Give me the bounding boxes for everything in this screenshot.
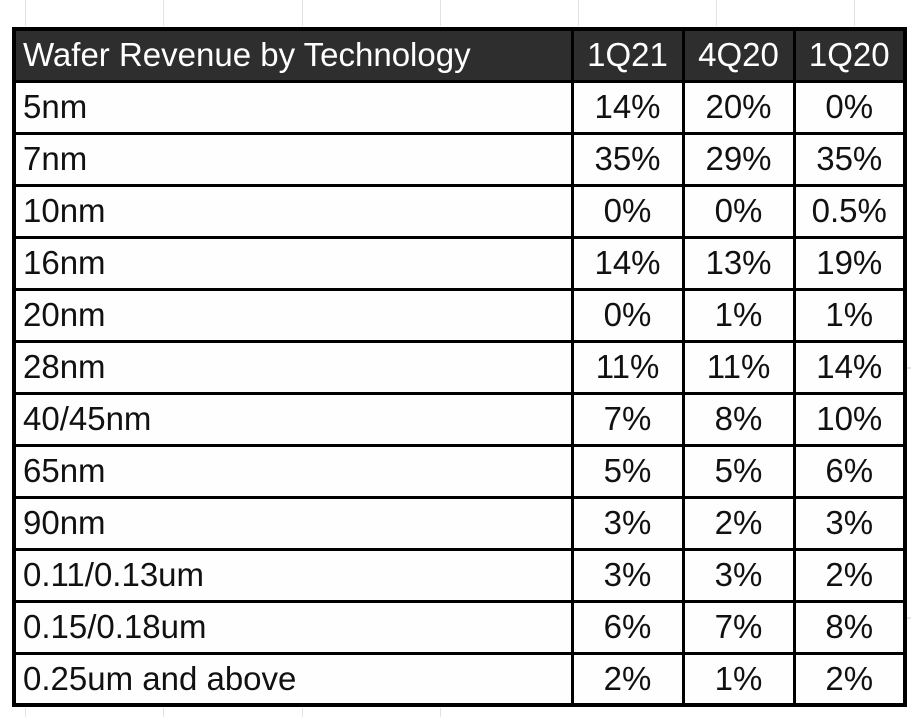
table-row: 5nm 14% 20% 0% <box>12 79 907 135</box>
row-label: 0.25um and above <box>12 651 574 707</box>
column-header-4q20: 4Q20 <box>681 27 796 83</box>
artifact-gridline <box>25 0 26 26</box>
row-label: 65nm <box>12 443 574 499</box>
table-row: 20nm 0% 1% 1% <box>12 287 907 343</box>
artifact-gridline <box>302 0 303 26</box>
table-row: 90nm 3% 2% 3% <box>12 495 907 551</box>
value-cell: 2% <box>792 547 907 603</box>
table-row: 7nm 35% 29% 35% <box>12 131 907 187</box>
table-row: 10nm 0% 0% 0.5% <box>12 183 907 239</box>
value-cell: 8% <box>681 391 796 447</box>
value-cell: 1% <box>792 287 907 343</box>
artifact-gridline <box>904 367 911 369</box>
artifact-gridline <box>904 617 911 619</box>
value-cell: 20% <box>681 79 796 135</box>
table-row: 0.15/0.18um 6% 7% 8% <box>12 599 907 655</box>
value-cell: 11% <box>681 339 796 395</box>
header-row: Wafer Revenue by Technology 1Q21 4Q20 1Q… <box>12 27 907 83</box>
table-row: 65nm 5% 5% 6% <box>12 443 907 499</box>
wafer-revenue-table: Wafer Revenue by Technology 1Q21 4Q20 1Q… <box>12 27 907 707</box>
value-cell: 7% <box>570 391 685 447</box>
row-label: 40/45nm <box>12 391 574 447</box>
row-label: 90nm <box>12 495 574 551</box>
value-cell: 7% <box>681 599 796 655</box>
row-label: 0.11/0.13um <box>12 547 574 603</box>
value-cell: 1% <box>681 651 796 707</box>
value-cell: 35% <box>570 131 685 187</box>
value-cell: 0.5% <box>792 183 907 239</box>
value-cell: 2% <box>570 651 685 707</box>
artifact-gridline <box>440 0 441 26</box>
value-cell: 3% <box>792 495 907 551</box>
value-cell: 14% <box>570 79 685 135</box>
value-cell: 35% <box>792 131 907 187</box>
table-row: 40/45nm 7% 8% 10% <box>12 391 907 447</box>
table-body: 5nm 14% 20% 0% 7nm 35% 29% 35% 10nm 0% 0% 0.5% 16nm 1… <box>12 79 907 707</box>
artifact-tick <box>163 708 164 717</box>
row-label: 5nm <box>12 79 574 135</box>
row-label: 28nm <box>12 339 574 395</box>
value-cell: 19% <box>792 235 907 291</box>
value-cell: 13% <box>681 235 796 291</box>
artifact-gridline <box>578 0 579 26</box>
artifact-tick <box>440 708 441 717</box>
value-cell: 0% <box>570 287 685 343</box>
value-cell: 2% <box>681 495 796 551</box>
value-cell: 6% <box>792 443 907 499</box>
column-header-1q21: 1Q21 <box>570 27 685 83</box>
value-cell: 8% <box>792 599 907 655</box>
table-row: 28nm 11% 11% 14% <box>12 339 907 395</box>
row-label: 20nm <box>12 287 574 343</box>
value-cell: 1% <box>681 287 796 343</box>
value-cell: 0% <box>681 183 796 239</box>
value-cell: 3% <box>570 547 685 603</box>
artifact-gridline <box>716 0 717 26</box>
row-label: 7nm <box>12 131 574 187</box>
row-label: 16nm <box>12 235 574 291</box>
table-figure: Wafer Revenue by Technology 1Q21 4Q20 1Q… <box>12 27 907 707</box>
value-cell: 5% <box>681 443 796 499</box>
value-cell: 3% <box>570 495 685 551</box>
value-cell: 14% <box>792 339 907 395</box>
artifact-gridline <box>854 0 855 26</box>
artifact-tick <box>25 708 26 717</box>
row-label: 0.15/0.18um <box>12 599 574 655</box>
table-row: 16nm 14% 13% 19% <box>12 235 907 291</box>
value-cell: 3% <box>681 547 796 603</box>
value-cell: 2% <box>792 651 907 707</box>
value-cell: 29% <box>681 131 796 187</box>
row-label: 10nm <box>12 183 574 239</box>
table-row: 0.11/0.13um 3% 3% 2% <box>12 547 907 603</box>
artifact-tick <box>302 708 303 717</box>
value-cell: 6% <box>570 599 685 655</box>
value-cell: 0% <box>570 183 685 239</box>
value-cell: 10% <box>792 391 907 447</box>
table-title-cell: Wafer Revenue by Technology <box>12 27 574 83</box>
table-row: 0.25um and above 2% 1% 2% <box>12 651 907 707</box>
value-cell: 5% <box>570 443 685 499</box>
value-cell: 14% <box>570 235 685 291</box>
value-cell: 11% <box>570 339 685 395</box>
value-cell: 0% <box>792 79 907 135</box>
column-header-1q20: 1Q20 <box>792 27 907 83</box>
artifact-gridline <box>163 0 164 26</box>
